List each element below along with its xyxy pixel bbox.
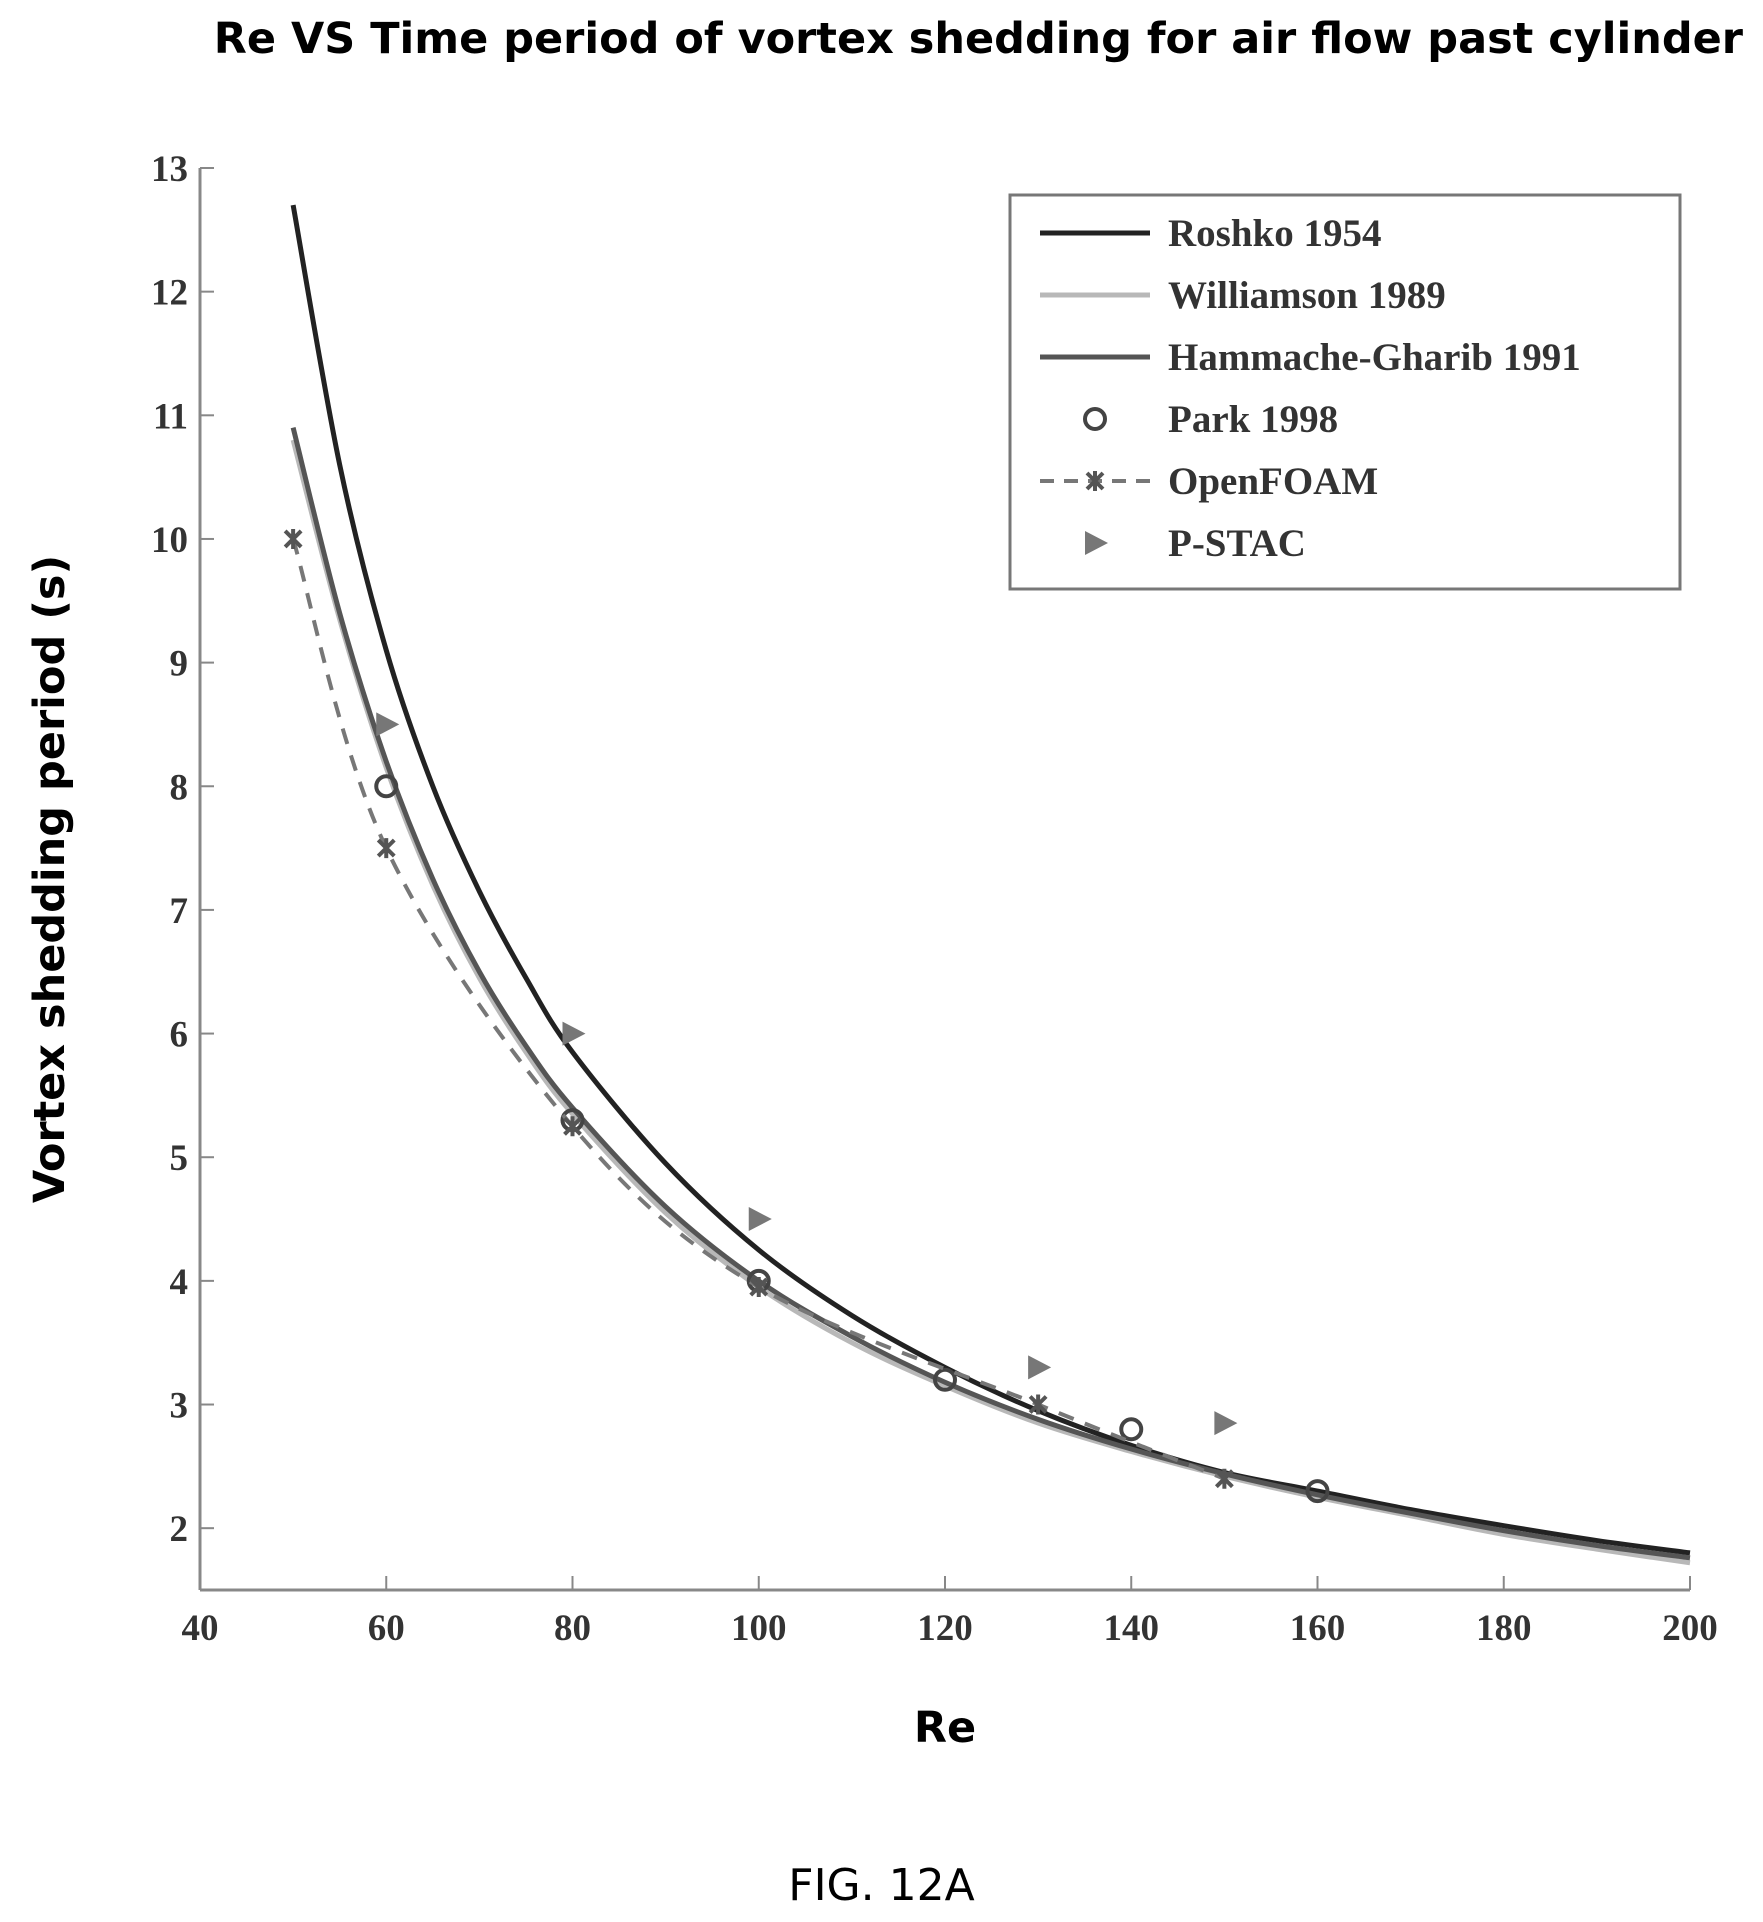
data-point <box>749 1277 769 1298</box>
data-point <box>563 1116 582 1137</box>
data-point <box>374 774 399 799</box>
series-park-1998 <box>374 774 1330 1504</box>
series-line <box>290 204 1691 1556</box>
y-tick-label: 8 <box>170 767 189 808</box>
x-axis-ticks: 40 60 80 100 120 140 160 180 200 <box>182 1576 1718 1649</box>
y-tick-label: 2 <box>170 1509 189 1550</box>
data-point <box>376 838 396 859</box>
y-tick-label: 3 <box>170 1386 189 1427</box>
x-tick-label: 60 <box>368 1608 405 1649</box>
x-tick-label: 120 <box>917 1608 973 1649</box>
x-tick-label: 140 <box>1104 1608 1160 1649</box>
chart-title: Re VS Time period of vortex shedding for… <box>213 14 1743 64</box>
data-point <box>1214 1468 1234 1489</box>
data-point <box>562 1021 586 1046</box>
figure-caption: FIG. 12A <box>788 1860 975 1911</box>
y-axis-ticks: 2 3 4 5 6 7 8 9 10 11 12 13 <box>151 149 214 1550</box>
data-point <box>1119 1417 1144 1442</box>
x-tick-label: 40 <box>182 1608 219 1649</box>
legend-label: Hammache-Gharib 1991 <box>1168 336 1581 379</box>
data-point <box>1028 1355 1052 1380</box>
legend-item: Roshko 1954 <box>1040 212 1381 255</box>
data-point <box>1028 1394 1048 1415</box>
series-hammache-gharib-1991 <box>290 427 1691 1561</box>
data-point <box>283 528 303 549</box>
legend-marker <box>1085 531 1108 555</box>
series-line <box>290 427 1691 1561</box>
x-tick-label: 100 <box>731 1608 787 1649</box>
legend-box <box>1008 193 1682 591</box>
x-tick-label: 200 <box>1662 1608 1718 1649</box>
x-tick-label: 180 <box>1476 1608 1532 1649</box>
legend-label: OpenFOAM <box>1168 460 1378 503</box>
y-axis-label: Vortex shedding period (s) <box>25 555 75 1203</box>
series-openfoam <box>283 528 1234 1489</box>
x-tick-label: 160 <box>1290 1608 1346 1649</box>
legend-item: Park 1998 <box>1083 398 1338 441</box>
data-point <box>1305 1479 1330 1504</box>
y-tick-label: 10 <box>151 520 188 561</box>
legend-marker <box>1083 407 1107 431</box>
legend-item: OpenFOAM <box>1040 460 1378 503</box>
data-point <box>376 712 400 737</box>
data-point <box>933 1367 957 1392</box>
x-tick-label: 80 <box>554 1608 591 1649</box>
y-tick-label: 9 <box>170 644 189 685</box>
y-tick-label: 7 <box>170 891 189 932</box>
y-tick-label: 6 <box>170 1015 189 1056</box>
legend: Roshko 1954 Williamson 1989 Hammache-Ghari… <box>1008 193 1682 591</box>
legend-label: Roshko 1954 <box>1168 212 1381 255</box>
legend-marker <box>1085 471 1105 491</box>
legend-label: Park 1998 <box>1168 398 1338 441</box>
series-line <box>291 538 1226 1481</box>
y-tick-label: 4 <box>170 1262 189 1303</box>
legend-item: P-STAC <box>1085 522 1306 565</box>
legend-item: Hammache-Gharib 1991 <box>1040 336 1581 379</box>
series-layer <box>283 204 1691 1566</box>
x-axis-label: Re <box>914 1703 976 1753</box>
series-p-stac <box>376 712 1238 1436</box>
y-tick-label: 5 <box>170 1138 189 1179</box>
legend-label: P-STAC <box>1168 522 1306 565</box>
data-point <box>748 1207 772 1232</box>
series-line <box>290 439 1691 1566</box>
y-tick-label: 13 <box>151 149 188 190</box>
legend-item: Williamson 1989 <box>1040 274 1446 317</box>
data-point <box>1214 1411 1238 1436</box>
y-tick-label: 12 <box>151 273 188 314</box>
y-tick-label: 11 <box>153 396 188 437</box>
series-williamson-1989 <box>290 439 1691 1566</box>
legend-label: Williamson 1989 <box>1168 274 1446 317</box>
series-roshko-1954 <box>290 204 1691 1556</box>
